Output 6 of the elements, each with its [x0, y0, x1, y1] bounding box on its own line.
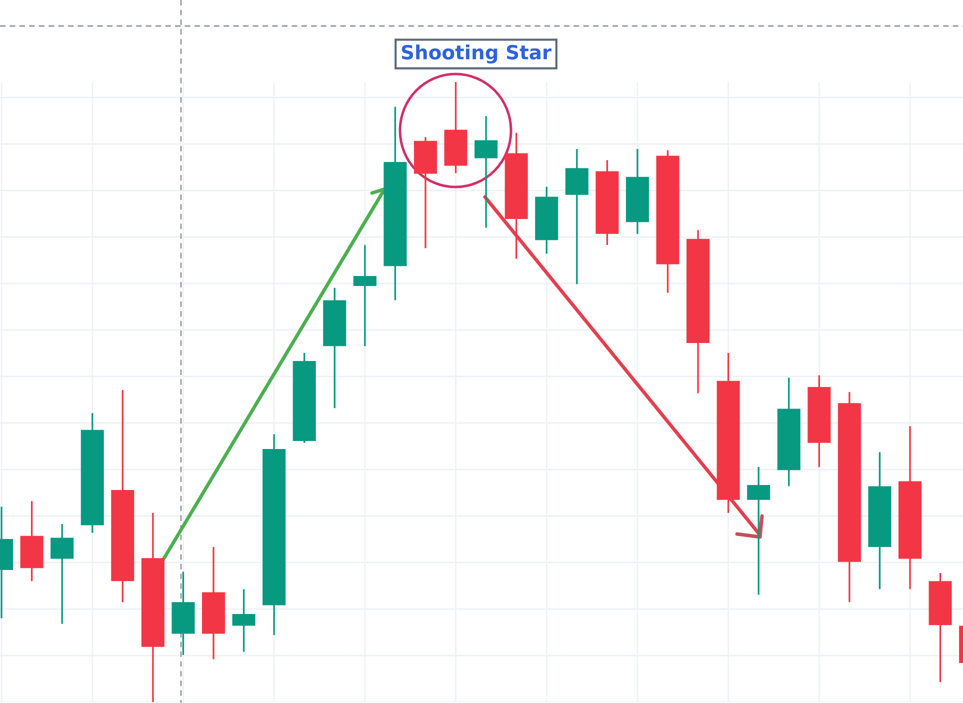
candlestick [50, 523, 74, 625]
candlestick [232, 588, 256, 653]
candlestick [353, 244, 376, 347]
candlestick [474, 115, 498, 229]
text: Shooting Star [402, 44, 552, 64]
candlestick [747, 466, 770, 596]
